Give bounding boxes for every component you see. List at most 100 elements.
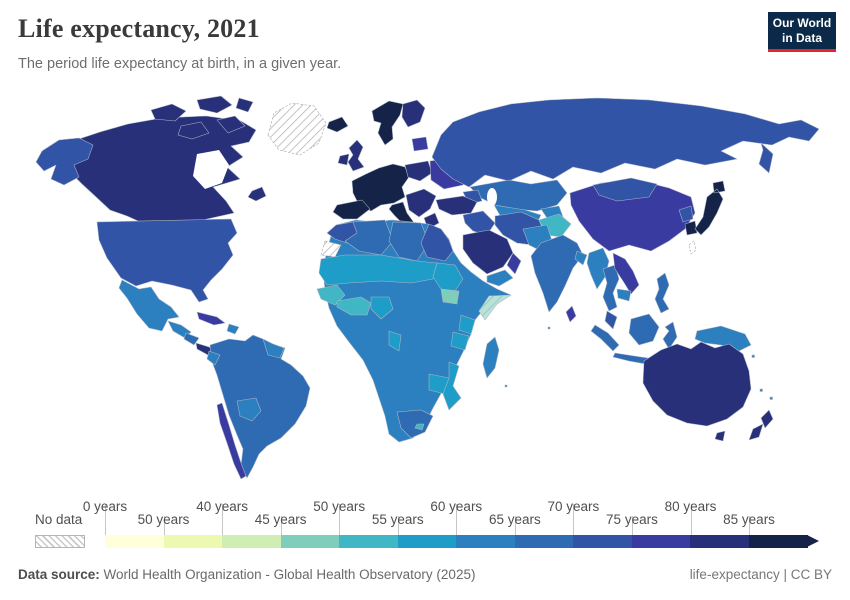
license-text[interactable]: life-expectancy | CC BY xyxy=(689,567,832,582)
region-pacific-islands[interactable] xyxy=(504,326,773,400)
owid-logo-line2: in Data xyxy=(781,30,822,45)
legend-bin[interactable] xyxy=(631,535,691,548)
region-congo[interactable] xyxy=(388,330,402,352)
legend-tick xyxy=(749,516,751,535)
legend-bin[interactable] xyxy=(163,535,223,548)
region-australia[interactable] xyxy=(642,341,752,427)
region-chile[interactable] xyxy=(216,402,247,480)
region-balkans[interactable] xyxy=(405,188,437,218)
region-yemen[interactable] xyxy=(486,269,514,287)
legend-bin[interactable] xyxy=(222,535,281,548)
legend-label: 40 years xyxy=(196,499,248,514)
region-hispaniola[interactable] xyxy=(226,323,240,335)
region-turkey[interactable] xyxy=(435,195,478,216)
region-new-zealand[interactable] xyxy=(748,409,774,441)
region-malaysia[interactable] xyxy=(604,310,618,330)
region-thailand[interactable] xyxy=(602,264,620,312)
region-kamchatka[interactable] xyxy=(758,142,774,174)
legend-label: 50 years xyxy=(137,512,190,527)
region-baltics[interactable] xyxy=(411,136,429,152)
region-norway-sweden[interactable] xyxy=(371,100,404,146)
legend-bin[interactable] xyxy=(573,535,632,548)
region-cuba[interactable] xyxy=(196,311,226,326)
region-tanzania[interactable] xyxy=(450,331,470,351)
legend-bin[interactable] xyxy=(514,535,574,548)
page-subtitle: The period life expectancy at birth, in … xyxy=(18,56,342,72)
legend-tick xyxy=(397,516,399,535)
data-source-label: Data source: xyxy=(18,567,100,582)
region-russia[interactable] xyxy=(431,97,820,188)
region-mongolia[interactable] xyxy=(592,177,658,202)
legend-bin[interactable] xyxy=(397,535,457,548)
legend-tick xyxy=(573,504,575,535)
legend-bin[interactable] xyxy=(690,535,750,548)
legend-label: 60 years xyxy=(430,499,483,514)
region-united-states[interactable] xyxy=(96,218,238,303)
legend-bin[interactable] xyxy=(339,535,398,548)
region-sri-lanka[interactable] xyxy=(565,305,577,323)
footer: Data source: World Health Organization -… xyxy=(18,567,832,582)
region-saudi-arabia[interactable] xyxy=(462,229,514,275)
region-japan[interactable] xyxy=(694,180,726,236)
legend-label: 70 years xyxy=(547,499,600,514)
region-north-korea[interactable] xyxy=(678,205,694,223)
legend-no-data-swatch[interactable] xyxy=(35,535,85,548)
region-oman[interactable] xyxy=(506,252,522,275)
region-senegal-guinea[interactable] xyxy=(316,284,346,306)
region-nigeria[interactable] xyxy=(370,296,394,320)
owid-logo-line1: Our World xyxy=(772,16,832,31)
hudson-bay xyxy=(193,150,229,189)
region-sahel[interactable] xyxy=(318,254,438,286)
region-taiwan[interactable] xyxy=(688,240,697,255)
legend-label: 0 years xyxy=(82,499,128,514)
region-philippines[interactable] xyxy=(654,272,670,314)
legend-tick xyxy=(105,504,106,535)
region-bangladesh[interactable] xyxy=(574,250,588,266)
legend-tick xyxy=(456,504,458,535)
region-south-korea[interactable] xyxy=(684,220,698,236)
region-cambodia[interactable] xyxy=(616,288,632,302)
legend-label: 50 years xyxy=(313,499,366,514)
region-alaska[interactable] xyxy=(35,137,94,186)
region-ecuador[interactable] xyxy=(206,350,221,366)
region-south-sudan[interactable] xyxy=(440,288,460,305)
region-ireland[interactable] xyxy=(337,153,350,166)
legend-tick xyxy=(514,516,516,535)
region-ivory-coast-ghana[interactable] xyxy=(336,296,372,316)
region-iceland[interactable] xyxy=(326,116,349,133)
region-madagascar[interactable] xyxy=(482,336,500,379)
region-india[interactable] xyxy=(530,234,584,313)
region-canada-arctic-islands[interactable] xyxy=(150,95,267,202)
region-mozambique[interactable] xyxy=(442,361,462,411)
legend-bin[interactable] xyxy=(280,535,340,548)
region-poland-czechia[interactable] xyxy=(404,160,433,182)
region-kenya[interactable] xyxy=(458,314,476,335)
region-south-america[interactable] xyxy=(209,334,311,479)
legend-label: 75 years xyxy=(606,512,658,527)
owid-logo[interactable]: Our World in Data xyxy=(768,12,836,52)
world-choropleth-map[interactable] xyxy=(0,92,850,494)
legend-tick xyxy=(163,516,165,535)
region-bolivia[interactable] xyxy=(236,397,262,422)
region-iberia[interactable] xyxy=(332,199,371,220)
region-algeria[interactable] xyxy=(344,219,394,256)
region-south-africa[interactable] xyxy=(396,409,434,439)
region-lesotho[interactable] xyxy=(414,423,425,431)
region-mexico[interactable] xyxy=(118,279,180,332)
region-nicaragua[interactable] xyxy=(183,332,200,346)
data-source-text: Data source: World Health Organization -… xyxy=(18,567,476,582)
region-greenland[interactable] xyxy=(267,102,327,156)
region-egypt[interactable] xyxy=(420,223,454,262)
region-tasmania[interactable] xyxy=(714,430,726,442)
region-vietnam-laos[interactable] xyxy=(612,252,640,295)
region-united-kingdom[interactable] xyxy=(347,139,365,172)
region-kazakhstan[interactable] xyxy=(469,179,568,212)
legend-bin[interactable] xyxy=(749,535,808,548)
region-guyanas[interactable] xyxy=(262,338,285,359)
legend-no-data-label: No data xyxy=(35,512,83,527)
legend-bin[interactable] xyxy=(456,535,515,548)
legend-bin[interactable] xyxy=(105,535,164,548)
region-finland[interactable] xyxy=(401,99,426,128)
region-canada[interactable] xyxy=(61,115,257,227)
region-myanmar[interactable] xyxy=(586,247,610,290)
